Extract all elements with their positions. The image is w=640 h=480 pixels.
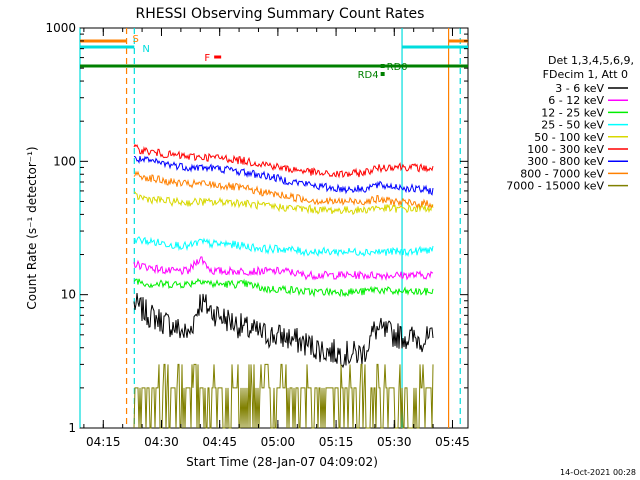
annotation-label: N <box>142 44 149 55</box>
annotation-label: F <box>204 53 210 64</box>
series-line <box>134 191 434 216</box>
x-tick-label: 05:00 <box>261 435 296 449</box>
rd4-marker <box>380 72 385 76</box>
legend-entry-label: 7000 - 15000 keV <box>506 180 604 193</box>
x-tick-label: 04:15 <box>86 435 121 449</box>
legend-entry-label: 100 - 300 keV <box>527 143 604 156</box>
legend-entry-label: 300 - 800 keV <box>527 155 604 168</box>
plot-frame <box>79 27 469 429</box>
series-line <box>133 155 434 196</box>
x-tick-label: 04:45 <box>202 435 237 449</box>
series-line <box>133 292 434 369</box>
legend-entry-label: 3 - 6 keV <box>555 82 604 95</box>
y-tick-label: 1000 <box>45 21 76 35</box>
annotation-label: RD0 <box>387 62 408 73</box>
legend-entry-label: 50 - 100 keV <box>534 131 604 144</box>
x-tick-label: 04:30 <box>144 435 179 449</box>
x-tick-label: 05:30 <box>377 435 412 449</box>
x-tick-label: 05:45 <box>435 435 470 449</box>
y-axis-ticks: 1 10 100 1000 <box>45 21 468 435</box>
chart-title: RHESSI Observing Summary Count Rates <box>136 6 425 22</box>
y-tick-label: 100 <box>53 154 76 168</box>
legend-entry-label: 25 - 50 keV <box>541 119 604 132</box>
date-stamp: 14-Oct-2021 00:28 <box>560 468 636 477</box>
series-lines <box>133 143 434 429</box>
legend-title-line-2: FDecim 1, Att 0 <box>543 68 628 81</box>
y-tick-label: 10 <box>61 288 76 302</box>
y-axis-label: Count Rate (s⁻¹ detector⁻¹) <box>25 146 39 309</box>
series-line <box>133 256 434 282</box>
x-tick-label: 05:15 <box>319 435 354 449</box>
series-line <box>133 363 434 429</box>
y-tick-label: 1 <box>68 421 76 435</box>
series-line <box>133 236 434 257</box>
series-line <box>133 143 434 179</box>
legend-entry-label: 12 - 25 keV <box>541 106 604 119</box>
rd0-marker <box>380 64 385 68</box>
legend: Det 1,3,4,5,6,9, FDecim 1, Att 0 3 - 6 k… <box>506 54 634 193</box>
x-axis-label: Start Time (28-Jan-07 04:09:02) <box>186 455 378 469</box>
series-line <box>133 277 434 298</box>
legend-entry-label: 6 - 12 keV <box>548 94 604 107</box>
annotation-label: S <box>133 34 139 45</box>
legend-title-line-1: Det 1,3,4,5,6,9, <box>548 54 634 67</box>
legend-entry-label: 800 - 7000 keV <box>520 167 604 180</box>
series-line <box>133 170 434 209</box>
x-axis-ticks: 04:15 04:30 04:45 05:00 05:15 05:30 05:45 <box>83 28 470 449</box>
annotation-label: RD4 <box>358 70 379 81</box>
annotations: SN F RD0 RD4 <box>80 34 468 81</box>
vertical-markers <box>79 28 461 428</box>
